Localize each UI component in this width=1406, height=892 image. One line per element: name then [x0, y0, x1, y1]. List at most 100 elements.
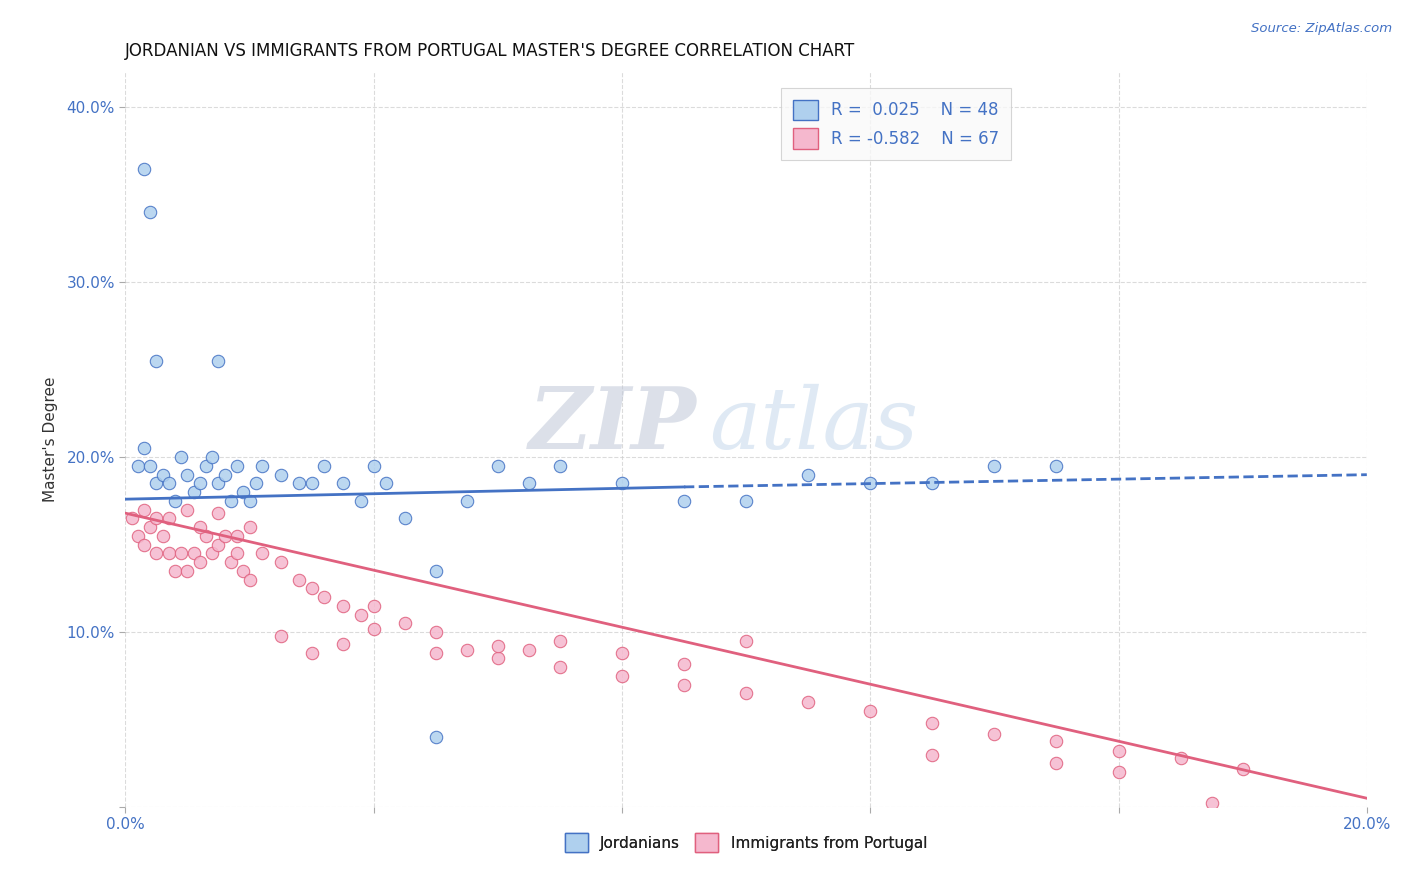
Point	[548, 660, 571, 674]
Point	[145, 354, 167, 368]
Text: atlas: atlas	[709, 384, 918, 467]
Point	[1108, 744, 1130, 758]
Point	[207, 538, 229, 552]
Point	[673, 494, 696, 508]
Point	[250, 458, 273, 473]
Point	[610, 476, 633, 491]
Point	[238, 573, 260, 587]
Point	[517, 476, 540, 491]
Point	[288, 476, 311, 491]
Point	[425, 564, 447, 578]
Point	[363, 599, 385, 613]
Point	[375, 476, 398, 491]
Point	[176, 502, 198, 516]
Point	[232, 485, 254, 500]
Point	[425, 730, 447, 744]
Point	[157, 476, 180, 491]
Point	[132, 502, 155, 516]
Point	[270, 555, 292, 569]
Point	[350, 607, 373, 622]
Point	[152, 467, 174, 482]
Point	[163, 564, 186, 578]
Point	[188, 476, 211, 491]
Point	[157, 511, 180, 525]
Point	[517, 642, 540, 657]
Point	[195, 529, 218, 543]
Point	[332, 476, 354, 491]
Point	[312, 590, 335, 604]
Point	[797, 467, 820, 482]
Point	[456, 494, 478, 508]
Point	[232, 564, 254, 578]
Point	[312, 458, 335, 473]
Point	[1045, 756, 1067, 771]
Y-axis label: Master's Degree: Master's Degree	[44, 377, 58, 502]
Point	[1232, 762, 1254, 776]
Point	[301, 646, 323, 660]
Point	[170, 450, 193, 465]
Point	[332, 637, 354, 651]
Point	[238, 520, 260, 534]
Point	[610, 669, 633, 683]
Point	[270, 467, 292, 482]
Point	[188, 520, 211, 534]
Point	[214, 529, 236, 543]
Point	[425, 646, 447, 660]
Point	[859, 476, 882, 491]
Point	[145, 546, 167, 560]
Point	[226, 546, 249, 560]
Point	[188, 555, 211, 569]
Point	[1045, 458, 1067, 473]
Point	[214, 467, 236, 482]
Point	[201, 546, 224, 560]
Point	[486, 458, 509, 473]
Point	[332, 599, 354, 613]
Point	[207, 476, 229, 491]
Point	[735, 633, 758, 648]
Point	[127, 458, 149, 473]
Point	[673, 657, 696, 671]
Point	[176, 564, 198, 578]
Point	[163, 494, 186, 508]
Point	[797, 695, 820, 709]
Point	[610, 646, 633, 660]
Point	[486, 651, 509, 665]
Point	[301, 582, 323, 596]
Point	[219, 494, 242, 508]
Text: Source: ZipAtlas.com: Source: ZipAtlas.com	[1251, 22, 1392, 36]
Point	[238, 494, 260, 508]
Point	[139, 458, 162, 473]
Point	[127, 529, 149, 543]
Point	[201, 450, 224, 465]
Point	[288, 573, 311, 587]
Point	[394, 511, 416, 525]
Point	[219, 555, 242, 569]
Point	[183, 546, 205, 560]
Point	[363, 622, 385, 636]
Point	[132, 442, 155, 456]
Point	[921, 476, 943, 491]
Point	[121, 511, 143, 525]
Point	[183, 485, 205, 500]
Point	[132, 538, 155, 552]
Point	[921, 747, 943, 762]
Point	[363, 458, 385, 473]
Point	[145, 511, 167, 525]
Point	[983, 458, 1005, 473]
Point	[170, 546, 193, 560]
Point	[270, 629, 292, 643]
Point	[245, 476, 267, 491]
Point	[207, 506, 229, 520]
Point	[983, 726, 1005, 740]
Point	[1108, 764, 1130, 779]
Point	[548, 633, 571, 648]
Point	[1170, 751, 1192, 765]
Point	[1045, 733, 1067, 747]
Point	[394, 616, 416, 631]
Point	[250, 546, 273, 560]
Point	[301, 476, 323, 491]
Point	[132, 161, 155, 176]
Point	[735, 686, 758, 700]
Point	[486, 639, 509, 653]
Point	[921, 716, 943, 731]
